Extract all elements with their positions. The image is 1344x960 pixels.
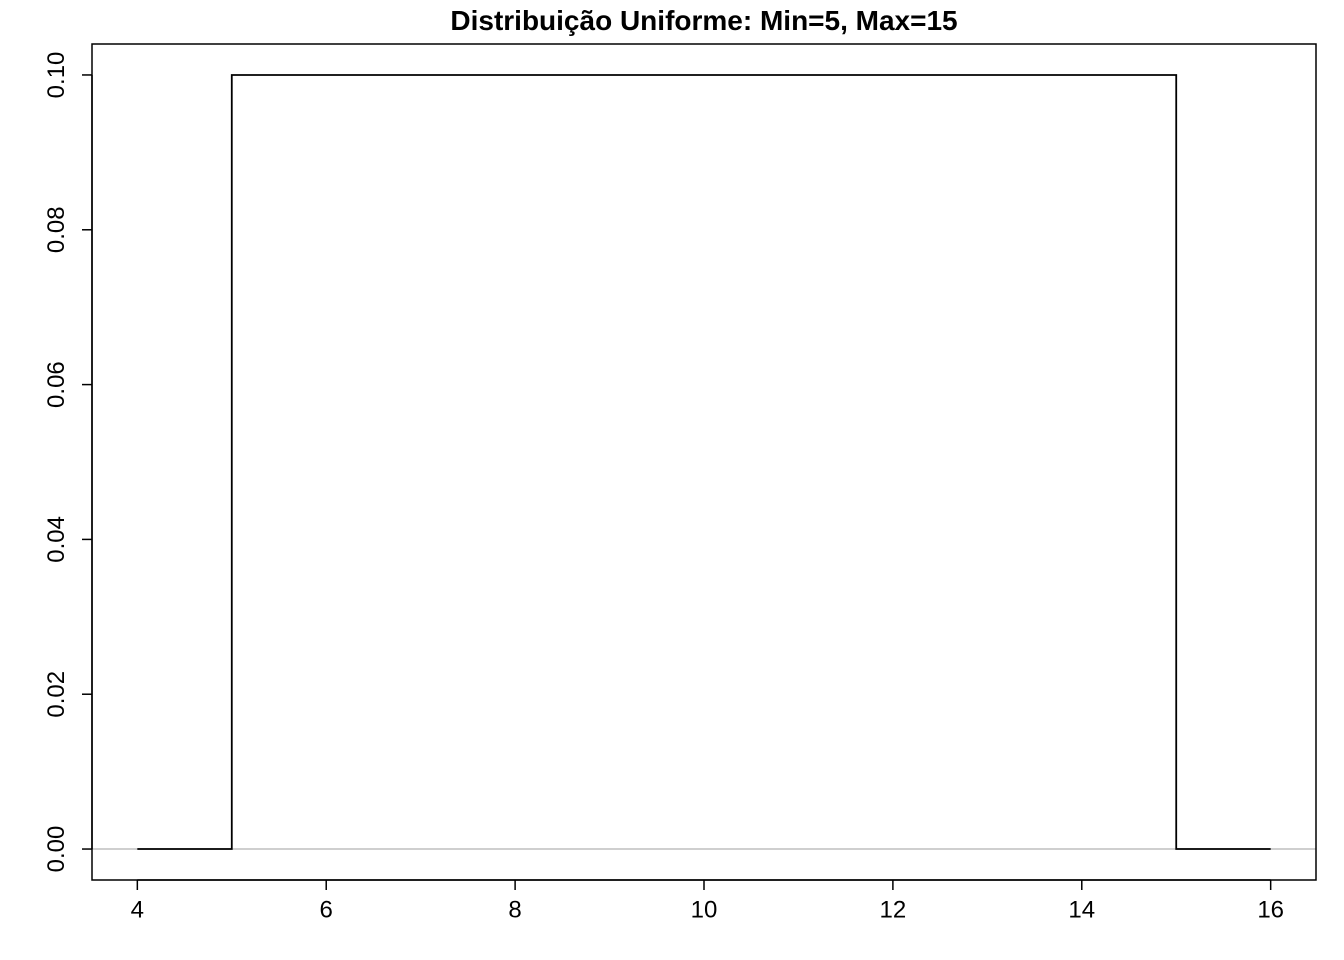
x-tick-label: 4 (131, 897, 144, 924)
y-tick-label: 0.02 (43, 671, 70, 718)
x-tick-label: 6 (320, 897, 333, 924)
y-tick-label: 0.06 (43, 361, 70, 408)
y-tick-label: 0.10 (43, 52, 70, 99)
x-tick-label: 8 (508, 897, 521, 924)
x-tick-label: 12 (880, 897, 907, 924)
chart-container: Distribuição Uniforme: Min=5, Max=15 4 6 8 1… (0, 0, 1344, 960)
uniform-distribution-chart: Distribuição Uniforme: Min=5, Max=15 4 6 8 1… (0, 0, 1344, 960)
y-tick-label: 0.08 (43, 206, 70, 253)
y-tick-label: 0.00 (43, 826, 70, 873)
chart-title: Distribuição Uniforme: Min=5, Max=15 (450, 5, 957, 36)
x-tick-label: 16 (1257, 897, 1284, 924)
y-tick-label: 0.04 (43, 516, 70, 563)
x-tick-label: 14 (1068, 897, 1095, 924)
x-tick-label: 10 (691, 897, 718, 924)
